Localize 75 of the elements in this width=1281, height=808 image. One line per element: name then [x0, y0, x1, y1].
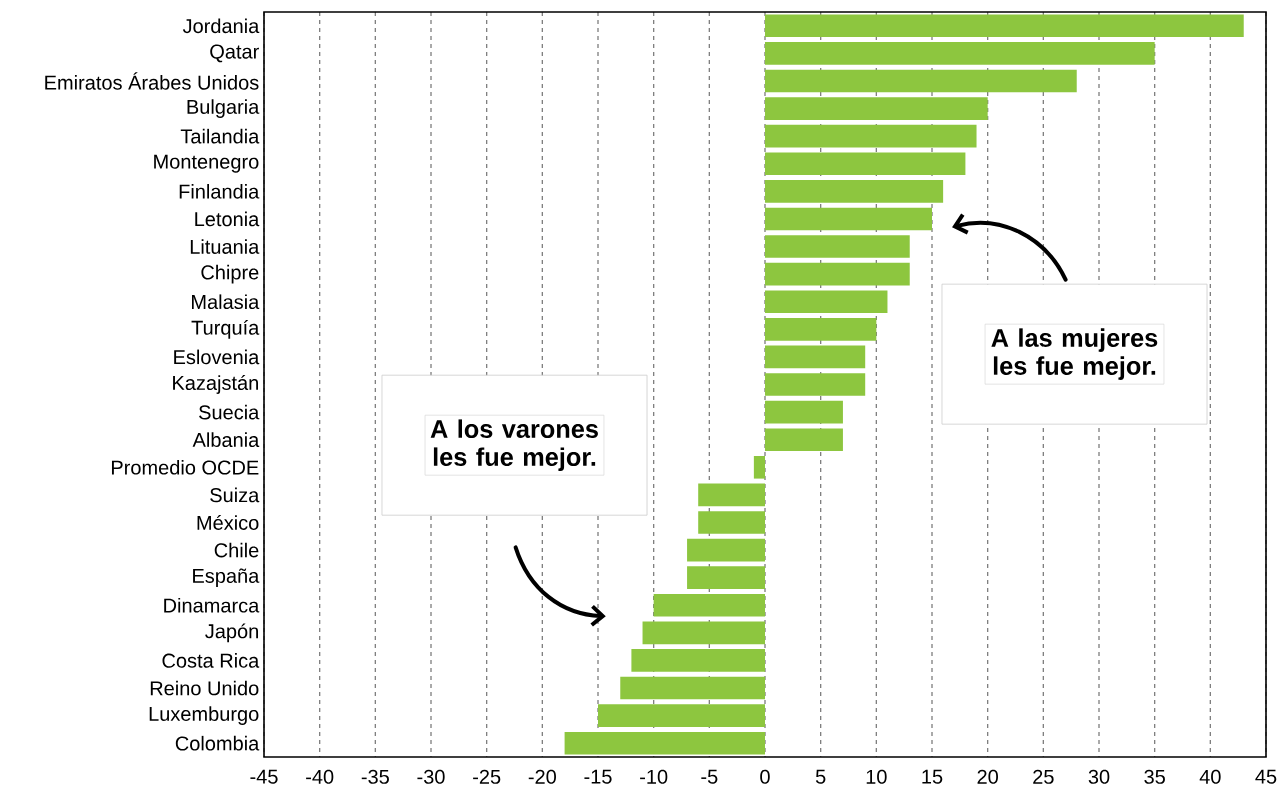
- bar: [765, 428, 843, 451]
- y-tick-label: Finlandia: [179, 184, 260, 199]
- y-tick-label: Malasia: [192, 294, 260, 310]
- bar: [765, 207, 932, 231]
- bar: [765, 97, 988, 120]
- x-tick-label: 30: [1088, 769, 1110, 784]
- y-tick-label: Qatar: [210, 44, 259, 63]
- bar: [687, 566, 765, 589]
- y-tick-label: Costa Rica: [162, 653, 260, 668]
- y-tick-label: Colombia: [175, 735, 260, 751]
- bar: [765, 290, 888, 314]
- bar: [765, 42, 1155, 65]
- bar: [653, 593, 765, 617]
- bar: [765, 124, 977, 148]
- x-tick-label: 45: [1255, 769, 1277, 784]
- y-tick-label: Dinamarca: [164, 597, 260, 613]
- bar: [765, 373, 866, 396]
- y-tick-label: Suecia: [199, 404, 260, 420]
- x-tick-label: 0: [760, 769, 770, 784]
- x-tick-label: 20: [977, 769, 998, 784]
- bar: [698, 483, 765, 507]
- y-tick-label: Bulgaria: [187, 99, 260, 118]
- bar: [765, 400, 843, 424]
- y-tick-label: Suiza: [210, 487, 260, 503]
- bar: [765, 318, 877, 341]
- bar: [765, 152, 966, 176]
- bar: [687, 538, 765, 562]
- y-tick-label: Luxemburgo: [149, 706, 259, 725]
- bar: [642, 621, 765, 645]
- y-tick-label: Albania: [192, 432, 260, 448]
- y-tick-label: Montenegro: [154, 154, 259, 173]
- y-tick-label: México: [197, 515, 259, 530]
- x-tick-label: -5: [701, 769, 718, 784]
- y-tick-label: Tailandia: [180, 128, 260, 144]
- bar: [765, 180, 944, 203]
- x-tick-label: -40: [306, 769, 334, 784]
- x-tick-label: -20: [528, 769, 556, 784]
- x-tick-label: -25: [473, 769, 501, 784]
- y-tick-label: Promedio OCDE: [111, 459, 259, 475]
- x-tick-label: -30: [417, 769, 445, 784]
- annotation: A los varones les fue mejor.: [430, 419, 598, 471]
- y-tick-label: Kazajstán: [173, 375, 258, 394]
- bar: [765, 14, 1244, 38]
- bar: [765, 262, 910, 286]
- y-tick-label: Lituania: [190, 239, 260, 254]
- y-tick-label: Eslovenia: [174, 349, 260, 365]
- y-tick-label: Turquía: [191, 319, 260, 339]
- x-tick-label: -45: [250, 769, 278, 784]
- x-tick-label: 40: [1199, 769, 1221, 784]
- x-tick-label: -35: [361, 769, 389, 784]
- bar: [620, 676, 765, 700]
- y-tick-label: Chile: [214, 542, 259, 558]
- bar: [564, 731, 765, 755]
- bar: [765, 69, 1077, 93]
- annotation: A las mujeres les fue mejor.: [991, 328, 1158, 380]
- x-tick-label: 35: [1144, 769, 1165, 784]
- bar: [753, 455, 765, 479]
- x-tick-label: 5: [815, 769, 826, 784]
- y-tick-label: Japón: [205, 623, 258, 643]
- y-tick-label: Jordania: [182, 18, 260, 34]
- y-tick-label: Reino Unido: [150, 680, 259, 696]
- y-tick-label: Letonia: [195, 211, 260, 227]
- x-tick-label: 10: [866, 769, 887, 784]
- bar: [765, 345, 866, 369]
- y-tick-label: Emiratos Árabes Unidos: [45, 72, 259, 90]
- bar: [698, 511, 765, 534]
- x-tick-label: -10: [640, 769, 668, 784]
- y-tick-label: España: [193, 568, 260, 587]
- bar: [598, 704, 765, 727]
- x-tick-label: 15: [922, 769, 943, 784]
- x-tick-label: 25: [1033, 769, 1054, 784]
- bar: [631, 649, 765, 672]
- bar: [765, 235, 910, 258]
- x-tick-label: -15: [584, 769, 612, 784]
- y-tick-label: Chipre: [201, 264, 259, 284]
